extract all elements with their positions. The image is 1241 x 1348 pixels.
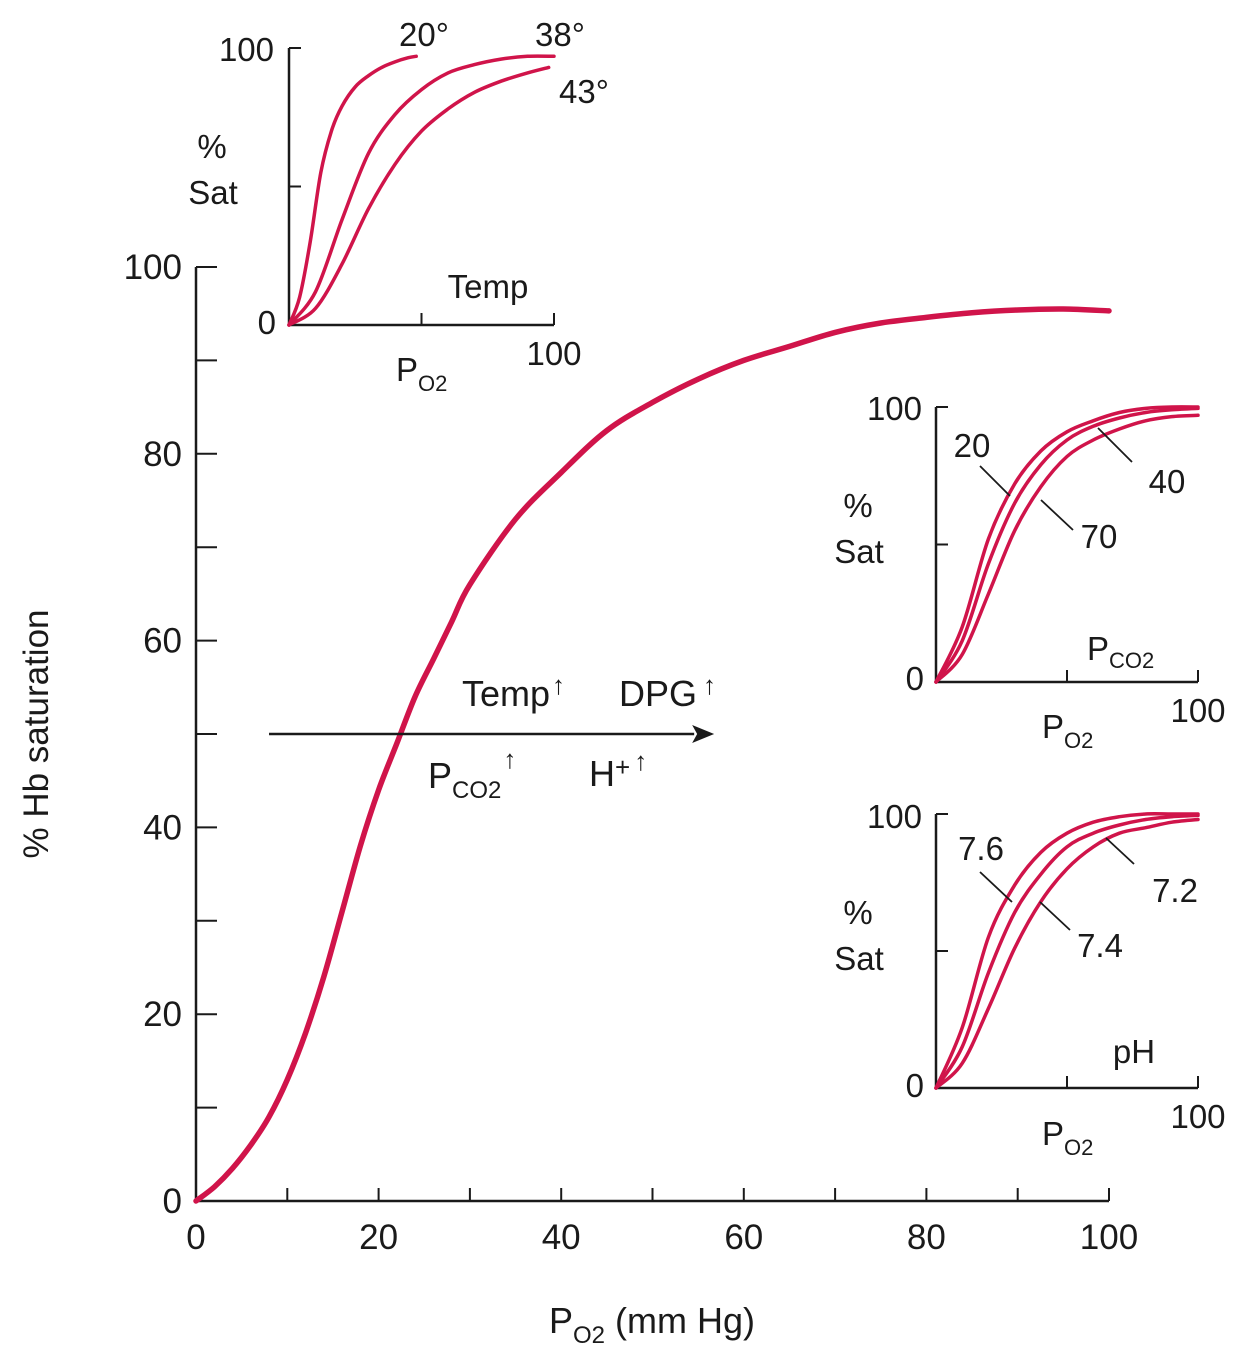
inset-temp-series-43-label: 43° [559, 73, 609, 110]
inset-pco2-parameter-label: PCO2 [1087, 630, 1154, 673]
inset-ph-series-7-6-label: 7.6 [958, 830, 1004, 867]
inset-pco2-leader-40 [1097, 427, 1133, 463]
main-y-tick-label: 40 [143, 808, 182, 847]
main-y-tick-label: 0 [163, 1182, 182, 1221]
inset-ph-series-7-6-line [934, 812, 1200, 1090]
inset-pco2-ticks [936, 406, 1199, 682]
annotation-dpg-up-icon: ↑ [703, 670, 716, 700]
inset-ph-xlabel-p: P [1042, 1115, 1064, 1152]
main-x-axis-label-p: P [549, 1300, 573, 1341]
inset-ph-series-7-2-label: 7.2 [1152, 872, 1198, 909]
inset-temp-ylabel-percent: % [197, 128, 226, 165]
inset-pco2-xlabel-sub: O2 [1064, 728, 1093, 753]
inset-temp-ticks [289, 47, 555, 325]
annotation-dpg: DPG ↑ [619, 670, 716, 714]
inset-pco2-parameter-p: P [1087, 630, 1109, 667]
inset-temp-ytick-max: 100 [219, 31, 274, 68]
main-y-tick-label: 60 [143, 622, 182, 661]
inset-pco2-series-40-label: 40 [1149, 463, 1186, 500]
inset-ph-ylabel-sat: Sat [834, 940, 884, 977]
inset-temp-xlabel-sub: O2 [418, 371, 447, 396]
inset-ph-leader-7-2 [1105, 837, 1135, 865]
inset-pco2-series-20-label: 20 [954, 427, 991, 464]
inset-ph-ytick-min: 0 [906, 1067, 924, 1104]
annotation-h-up-icon: ↑ [634, 746, 647, 776]
main-x-tick-label: 100 [1080, 1218, 1138, 1257]
annotation-temp-text: Temp [462, 673, 550, 714]
inset-ph-xtick-max: 100 [1170, 1098, 1225, 1135]
inset-ph-series-7-2-line [934, 817, 1200, 1090]
inset-pco2-leader-20 [979, 465, 1011, 497]
inset-ph-xlabel: PO2 [1042, 1115, 1093, 1160]
shift-arrow-head [692, 725, 715, 743]
annotation-h-text: H [589, 753, 615, 794]
main-chart: 0 20 40 60 80 100 0 20 40 60 80 100 % Hb saturation… [17, 248, 1138, 1348]
annotation-h-plus: + [615, 752, 630, 782]
inset-ph-series-7-4-label: 7.4 [1077, 927, 1123, 964]
main-x-tick-label: 20 [359, 1218, 398, 1257]
inset-pco2-series-20-line [934, 405, 1200, 684]
inset-ph-leader-7-4 [1039, 901, 1071, 931]
inset-ph-ylabel-percent: % [843, 894, 872, 931]
inset-temp-series-38-label: 38° [535, 16, 585, 53]
annotation-pco2-up-icon: ↑ [503, 744, 516, 774]
inset-pco2-series-70-label: 70 [1081, 518, 1118, 555]
annotation-pco2-sub: CO2 [452, 777, 501, 804]
inset-temp-series-43-line [287, 65, 551, 327]
main-series-line [193, 306, 1112, 1204]
inset-temp-ytick-min: 0 [258, 304, 276, 341]
inset-temp-xlabel-p: P [396, 351, 418, 388]
inset-ph-xlabel-sub: O2 [1064, 1135, 1093, 1160]
inset-ph-parameter-label: pH [1113, 1033, 1155, 1070]
annotation-h: H+ ↑ [589, 746, 647, 794]
main-x-axis-label-unit: (mm Hg) [605, 1300, 755, 1341]
annotation-temp-up-icon: ↑ [552, 670, 565, 700]
inset-temp: 100 0 100 % Sat PO2 Temp 20° 38° 43° [188, 16, 609, 396]
annotation-temp: Temp↑ [462, 670, 565, 714]
main-x-tick-label: 40 [542, 1218, 581, 1257]
main-y-tick-label: 100 [124, 248, 182, 287]
main-y-tick-label: 80 [143, 435, 182, 474]
inset-pco2-xlabel: PO2 [1042, 708, 1093, 753]
inset-temp-series-38-line [287, 54, 556, 327]
inset-pco2-series-70-line [934, 413, 1200, 684]
main-x-tick-label: 80 [907, 1218, 946, 1257]
main-ticks [195, 266, 1110, 1202]
main-y-axis-label: % Hb saturation [17, 609, 56, 858]
inset-pco2-leader-70 [1040, 499, 1074, 531]
main-y-tick-label: 20 [143, 995, 182, 1034]
inset-temp-series-20-line [287, 54, 418, 327]
inset-pco2-ylabel-percent: % [843, 487, 872, 524]
main-x-tick-label: 60 [724, 1218, 763, 1257]
inset-pco2-xlabel-p: P [1042, 708, 1064, 745]
inset-temp-parameter-label: Temp [448, 268, 529, 305]
annotation-pco2-p: P [428, 755, 452, 796]
main-x-tick-label: 0 [186, 1218, 205, 1257]
annotation-pco2: PCO2↑ [428, 744, 516, 804]
inset-pco2-ytick-min: 0 [906, 660, 924, 697]
shift-arrow [269, 725, 715, 743]
inset-pco2-ytick-max: 100 [867, 390, 922, 427]
inset-temp-series-20-label: 20° [399, 16, 449, 53]
inset-ph-series-7-4-line [934, 813, 1200, 1090]
inset-temp-xtick-max: 100 [526, 335, 581, 372]
inset-pco2: 100 0 100 % Sat PO2 PCO2 20 40 70 [834, 390, 1225, 753]
main-x-axis-label-sub: O2 [573, 1322, 605, 1348]
main-x-axis-label: PO2 (mm Hg) [549, 1300, 755, 1348]
inset-pco2-ylabel-sat: Sat [834, 533, 884, 570]
inset-pco2-xtick-max: 100 [1170, 692, 1225, 729]
inset-ph-ytick-max: 100 [867, 798, 922, 835]
annotation-dpg-text: DPG [619, 673, 697, 714]
inset-pco2-series-40-line [934, 406, 1200, 684]
inset-ph-ticks [936, 813, 1199, 1088]
main-tick-labels: 0 20 40 60 80 100 0 20 40 60 80 100 [124, 248, 1139, 1257]
inset-pco2-parameter-sub: CO2 [1109, 648, 1154, 673]
inset-temp-xlabel: PO2 [396, 351, 447, 396]
inset-ph-leader-7-6 [979, 871, 1013, 903]
inset-temp-ylabel-sat: Sat [188, 174, 238, 211]
inset-ph: 100 0 100 % Sat PO2 pH 7.6 7.4 7.2 [834, 798, 1225, 1160]
